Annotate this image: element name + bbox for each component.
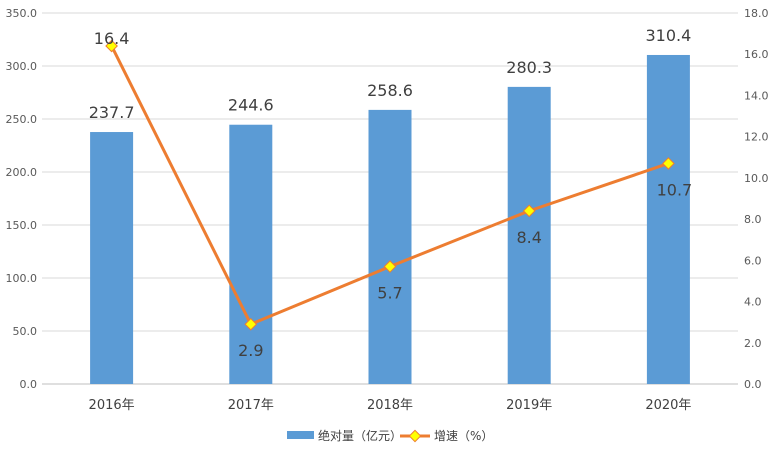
line-marker [244, 317, 258, 331]
left-tick-label: 0.0 [20, 378, 38, 391]
left-axis: 0.0 50.0 100.0 150.0 200.0 250.0 300.0 350.0 [6, 7, 38, 391]
category-axis: 2016年 2017年 2018年 2019年 2020年 [89, 398, 692, 413]
bar [646, 54, 690, 384]
bar-value-label: 258.6 [367, 81, 413, 100]
legend-marker-line [408, 429, 422, 443]
left-tick-label: 300.0 [6, 60, 38, 73]
bar-value-label: 280.3 [506, 58, 552, 77]
bar-value-label: 244.6 [228, 96, 274, 115]
category-label: 2019年 [506, 398, 552, 413]
right-tick-label: 6.0 [744, 254, 762, 267]
right-tick-label: 12.0 [744, 131, 769, 144]
right-tick-label: 8.0 [744, 213, 762, 226]
bar [90, 132, 134, 384]
right-tick-label: 4.0 [744, 296, 762, 309]
line-marker [522, 204, 536, 218]
bar [368, 109, 412, 384]
data-labels: 237.7 244.6 258.6 280.3 310.4 16.4 2.9 5.7 8.4 10… [89, 26, 693, 360]
right-tick-label: 10.0 [744, 172, 769, 185]
line-series [105, 39, 675, 331]
legend-swatch-bar [287, 431, 314, 439]
legend: 绝对量（亿元） 增速（%） [287, 428, 493, 443]
right-tick-label: 16.0 [744, 48, 769, 61]
category-label: 2017年 [228, 398, 274, 413]
line-value-label: 5.7 [377, 284, 402, 303]
legend-label-line: 增速（%） [434, 429, 493, 443]
right-tick-label: 0.0 [744, 378, 762, 391]
line-value-label: 8.4 [516, 228, 541, 247]
category-label: 2020年 [645, 398, 691, 413]
left-tick-label: 200.0 [6, 166, 38, 179]
bar [507, 86, 551, 385]
legend-label-bar: 绝对量（亿元） [318, 428, 402, 443]
line-value-label: 16.4 [94, 29, 130, 48]
category-label: 2018年 [367, 398, 413, 413]
left-tick-label: 250.0 [6, 113, 38, 126]
line-value-label: 10.7 [657, 180, 693, 199]
right-tick-label: 14.0 [744, 89, 769, 102]
bar-value-label: 237.7 [89, 103, 135, 122]
left-tick-label: 50.0 [13, 325, 38, 338]
left-tick-label: 150.0 [6, 219, 38, 232]
bar [229, 124, 273, 384]
line-marker [105, 39, 118, 53]
left-tick-label: 100.0 [6, 272, 38, 285]
right-tick-label: 2.0 [744, 337, 762, 350]
bar-value-label: 310.4 [645, 26, 691, 45]
line-value-label: 2.9 [238, 341, 263, 360]
line-marker [662, 157, 675, 170]
right-tick-label: 18.0 [744, 7, 769, 20]
left-tick-label: 350.0 [6, 7, 38, 20]
right-axis: 0.0 2.0 4.0 6.0 8.0 10.0 12.0 14.0 16.0 18.0 [744, 7, 769, 391]
category-label: 2016年 [89, 398, 135, 413]
line-marker [383, 260, 397, 273]
bar-series [90, 54, 690, 385]
